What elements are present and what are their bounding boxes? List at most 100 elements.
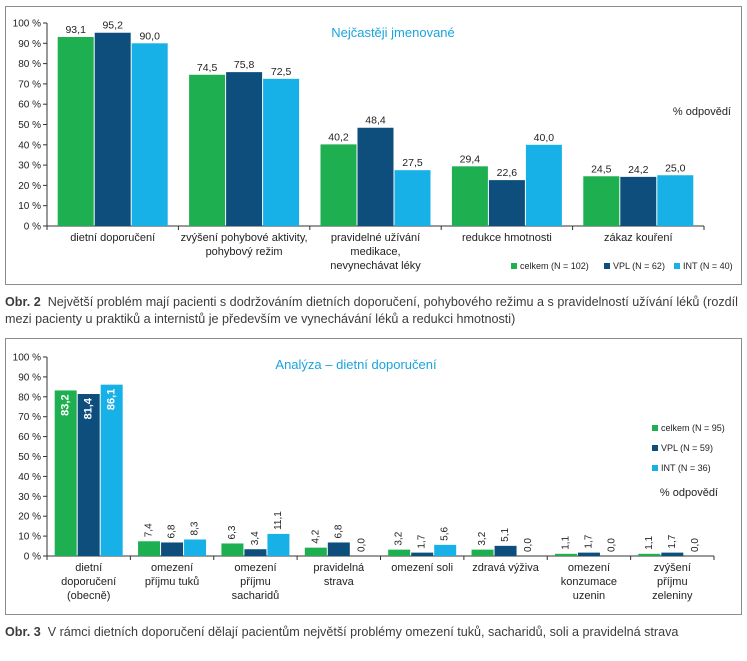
data-label: 48,4 [365, 115, 386, 127]
category-label: zeleniny [652, 590, 693, 602]
y-tick-label: 60 % [18, 100, 41, 111]
caption-text: Největší problém mají pacienti s dodržov… [5, 295, 738, 326]
bar [131, 43, 168, 226]
bar [244, 549, 267, 556]
bar [161, 542, 184, 556]
category-label: dietní doporučení [70, 232, 155, 244]
bar [620, 176, 657, 226]
data-label: 5,1 [500, 528, 511, 542]
category-label: nevynechávat léky [330, 260, 421, 272]
y-tick-label: 60 % [18, 432, 41, 443]
legend-swatch [652, 445, 658, 451]
data-label: 40,2 [328, 131, 349, 143]
bar [54, 390, 77, 556]
bar [320, 144, 357, 226]
legend-label: INT (N = 36) [661, 463, 711, 473]
data-label: 40,0 [534, 132, 555, 144]
data-label: 1,1 [560, 535, 571, 549]
bar [184, 539, 207, 556]
data-label: 7,4 [144, 523, 155, 537]
y-tick-label: 0 % [24, 552, 41, 563]
bar [226, 72, 263, 226]
bar [554, 553, 577, 556]
bar [638, 553, 661, 556]
category-label: doporučení [61, 576, 116, 588]
data-label: 3,2 [394, 531, 405, 545]
data-label: 22,6 [497, 167, 518, 179]
bar [221, 543, 244, 556]
legend-label: VPL (N = 62) [613, 261, 665, 271]
bar [577, 552, 600, 556]
bar [657, 175, 694, 226]
data-label: 90,0 [139, 30, 160, 42]
bar [357, 127, 394, 226]
chart-title: Nejčastěji jmenované [331, 25, 455, 40]
y-tick-label: 0 % [24, 222, 41, 233]
caption-text: V rámci dietních doporučení dělají pacie… [47, 625, 679, 639]
bar [327, 542, 350, 556]
category-label: příjmu [657, 576, 688, 588]
bar [525, 144, 562, 226]
y-tick-label: 20 % [18, 181, 41, 192]
data-label: 0,0 [523, 538, 534, 552]
category-label: redukce hmotnosti [462, 232, 552, 244]
data-label: 0,0 [356, 538, 367, 552]
category-label: omezení [151, 562, 193, 574]
bar [434, 544, 457, 556]
data-label: 4,2 [310, 529, 321, 543]
data-label: 3,4 [250, 531, 261, 545]
data-label: 72,5 [271, 66, 292, 78]
bar-chart-analyza-dietni-doporuceni: Analýza – dietní doporučení % odpovědí 0 %… [13, 353, 725, 603]
data-label: 1,1 [644, 535, 655, 549]
bar [77, 394, 100, 556]
data-label: 29,4 [460, 153, 481, 165]
legend-swatch [674, 263, 680, 269]
bar [304, 547, 327, 556]
bar [100, 384, 123, 556]
y-tick-label: 50 % [18, 120, 41, 131]
category-label: omezení [568, 562, 610, 574]
data-label: 6,3 [227, 525, 238, 539]
data-label: 11,1 [273, 511, 284, 530]
y-tick-label: 10 % [18, 201, 41, 212]
data-label: 1,7 [417, 534, 428, 548]
legend-label: INT (N = 40) [683, 261, 733, 271]
category-label: pohybový režim [206, 246, 283, 258]
data-label: 74,5 [197, 62, 218, 74]
category-label: medikace, [350, 246, 400, 258]
bar-chart-nejcasteji-jmenovane: Nejčastěji jmenované % odpovědí 0 % 10 % 20 … [13, 19, 733, 273]
caption-label: Obr. 2 [5, 295, 41, 309]
data-label: 1,7 [667, 534, 678, 548]
data-label: 86,1 [106, 389, 118, 410]
category-label: zdravá výživa [472, 562, 540, 574]
legend-swatch [511, 263, 517, 269]
bar [138, 541, 161, 556]
data-label: 0,0 [690, 538, 701, 552]
category-label: strava [324, 576, 355, 588]
category-label: uzenin [573, 590, 605, 602]
y-tick-label: 70 % [18, 79, 41, 90]
bar [411, 552, 434, 556]
legend-label: VPL (N = 59) [661, 443, 713, 453]
bar [494, 545, 517, 556]
legend-label: celkem (N = 95) [661, 423, 725, 433]
chart-title: Analýza – dietní doporučení [275, 357, 437, 372]
data-label: 0,0 [606, 538, 617, 552]
data-label: 8,3 [190, 521, 201, 535]
bar [488, 180, 525, 226]
data-label: 24,2 [628, 164, 649, 176]
bar [189, 74, 226, 226]
data-label: 81,4 [83, 397, 95, 419]
data-label: 93,1 [65, 24, 86, 36]
data-label: 1,7 [583, 534, 594, 548]
y-tick-label: 100 % [13, 19, 41, 30]
y-tick-label: 30 % [18, 492, 41, 503]
data-label: 5,6 [440, 527, 451, 541]
y-tick-label: 10 % [18, 532, 41, 543]
y-tick-label: 80 % [18, 392, 41, 403]
legend-label: celkem (N = 102) [520, 261, 589, 271]
bar [471, 549, 494, 556]
category-label: pravidelné užívání [331, 232, 420, 244]
bar [394, 170, 431, 226]
y-tick-label: 30 % [18, 161, 41, 172]
